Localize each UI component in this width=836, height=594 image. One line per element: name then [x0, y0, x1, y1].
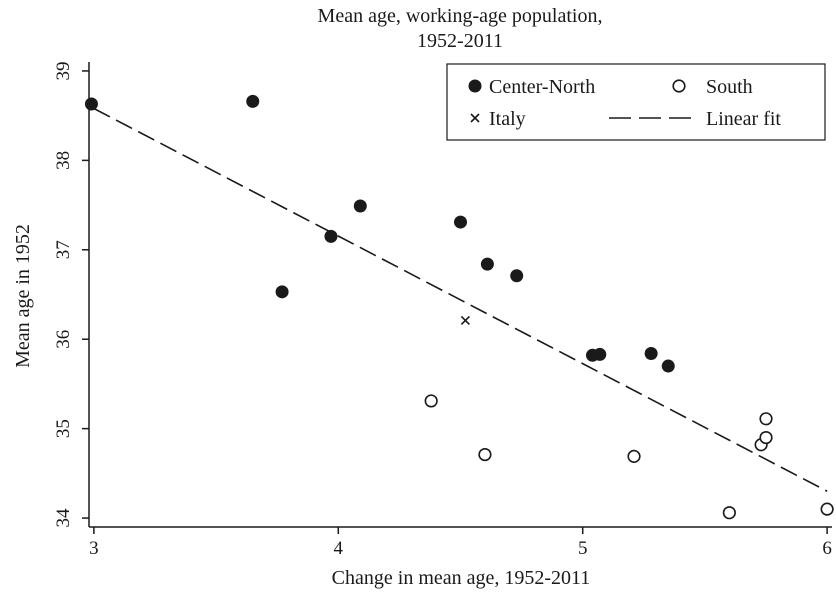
center-north-point: [454, 215, 467, 229]
y-axis-label: Mean age in 1952: [12, 224, 34, 368]
legend-marker-south: [672, 79, 686, 93]
south-point: [424, 394, 438, 408]
legend-box: [446, 63, 826, 141]
y-tick-label: 37: [53, 240, 74, 259]
y-tick-label: 38: [53, 151, 74, 170]
title-line-2: 1952-2011: [417, 30, 503, 52]
y-tick-label: 35: [53, 419, 74, 438]
y-tick-label: 34: [53, 508, 74, 528]
south-point: [759, 412, 773, 426]
legend: Center-North South Italy Linear fit: [446, 63, 826, 141]
legend-label-italy: Italy: [489, 108, 526, 130]
center-north-point: [275, 285, 289, 299]
data-points: [84, 94, 834, 520]
south-point: [627, 449, 641, 463]
center-north-point: [661, 359, 675, 373]
x-tick-label: 5: [578, 538, 588, 559]
legend-marker-center-north: [468, 79, 482, 93]
center-north-point: [84, 97, 98, 111]
center-north-point: [644, 347, 658, 361]
title-line-1: Mean age, working-age population,: [318, 5, 603, 27]
x-tick-label: 4: [334, 538, 344, 559]
center-north-point: [324, 229, 338, 243]
legend-marker-italy: [470, 113, 480, 123]
center-north-point: [480, 257, 494, 271]
y-axis-ticks: 34 35 36 37 38 39: [53, 61, 89, 528]
legend-label-center-north: Center-North: [489, 76, 595, 98]
x-axis-label: Change in mean age, 1952-2011: [332, 567, 591, 589]
linear-fit-series: [93, 107, 828, 492]
legend-label-linear-fit: Linear fit: [706, 108, 781, 130]
center-north-point: [593, 347, 607, 361]
south-point: [759, 430, 773, 445]
chart-title: Mean age, working-age population, 1952-2…: [318, 5, 603, 52]
y-tick-label: 39: [53, 61, 74, 80]
x-axis-ticks: 3 4 5 6: [89, 527, 832, 559]
legend-label-south: South: [706, 76, 753, 98]
south-point: [722, 506, 736, 520]
south-point: [820, 502, 834, 516]
center-north-point: [246, 94, 260, 108]
x-tick-label: 3: [89, 538, 99, 559]
linear-fit-line: [93, 107, 828, 492]
south-point: [478, 447, 492, 462]
center-north-point: [510, 269, 524, 283]
center-north-point: [353, 199, 367, 213]
italy-point: [460, 315, 470, 325]
y-tick-label: 36: [53, 330, 74, 349]
x-tick-label: 6: [822, 538, 832, 559]
